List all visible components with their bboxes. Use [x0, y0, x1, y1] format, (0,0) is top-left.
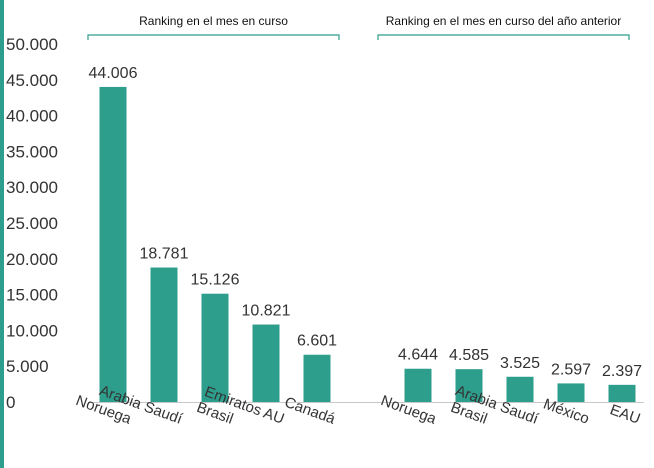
axis-layer: 0 5.000 10.000 15.000 20.000 25.000 30.000 35.0… — [6, 35, 644, 412]
group-bracket-layer: Ranking en el mes en curso Ranking en el … — [87, 14, 630, 40]
y-tick-label: 50.000 — [6, 35, 58, 54]
bar — [506, 376, 534, 402]
bar — [150, 267, 178, 402]
data-label: 4.585 — [449, 347, 489, 364]
y-tick-label: 0 — [6, 393, 15, 412]
bar — [201, 293, 229, 402]
y-tick-label: 25.000 — [6, 214, 58, 233]
bar-layer — [99, 86, 636, 402]
y-tick-label: 40.000 — [6, 107, 58, 126]
group-title: Ranking en el mes en curso — [139, 14, 288, 28]
bar — [404, 368, 432, 402]
data-label: 15.126 — [191, 272, 240, 289]
y-tick-label: 10.000 — [6, 321, 58, 340]
data-label: 4.644 — [398, 347, 438, 364]
data-label: 18.781 — [140, 246, 189, 263]
left-accent-bar — [0, 0, 4, 468]
bar — [252, 324, 280, 402]
data-label: 2.397 — [602, 363, 642, 380]
bar — [608, 384, 636, 402]
group-title: Ranking en el mes en curso del año anter… — [386, 14, 621, 28]
bar — [557, 383, 585, 402]
y-tick-label: 35.000 — [6, 142, 58, 161]
data-label: 3.525 — [500, 355, 540, 372]
y-tick-label: 20.000 — [6, 250, 58, 269]
y-tick-label: 5.000 — [6, 357, 49, 376]
y-tick-label: 15.000 — [6, 286, 58, 305]
data-label: 44.006 — [89, 65, 138, 82]
bar — [455, 369, 483, 402]
group-bracket — [377, 34, 630, 40]
bar — [303, 354, 331, 402]
data-label: 6.601 — [297, 333, 337, 350]
y-tick-label: 45.000 — [6, 71, 58, 90]
data-label: 2.597 — [551, 361, 591, 378]
category-label: EAU — [608, 401, 643, 428]
y-tick-label: 30.000 — [6, 178, 58, 197]
bar — [99, 86, 127, 402]
group-bracket — [87, 34, 340, 40]
data-label: 10.821 — [242, 303, 291, 320]
